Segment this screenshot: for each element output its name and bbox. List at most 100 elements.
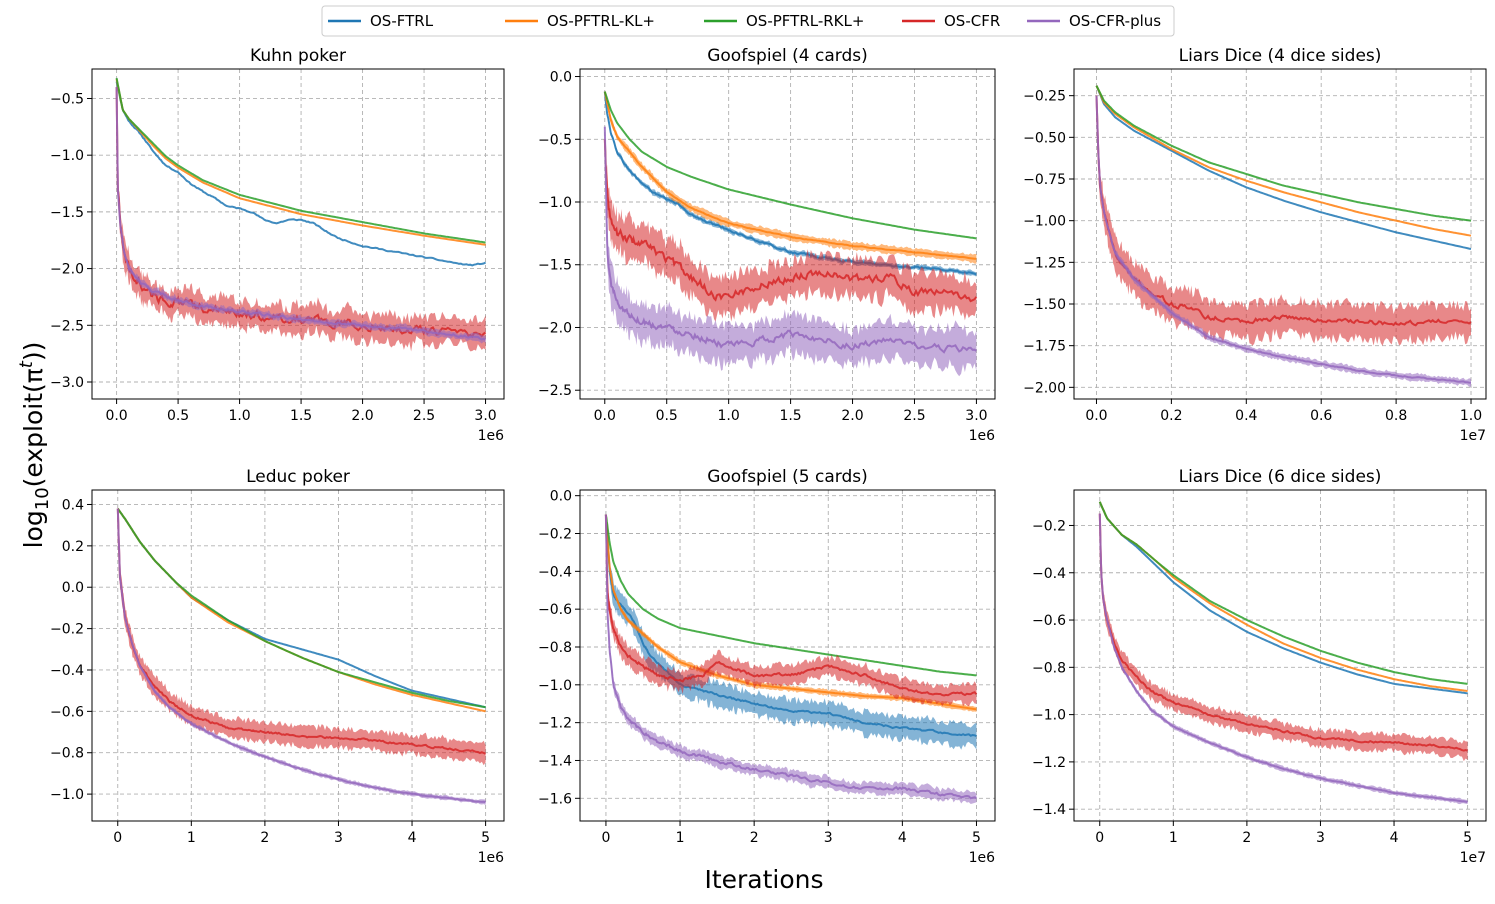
subplot-2: 0.0 0.5 1.0 1.5 2.0 2.5 3.0 0.0 −0.5 −1.0 −1.5 −2.0…: [538, 46, 996, 444]
x-tick-label-3: 2: [1242, 830, 1251, 846]
line-os-pftrl-rkl+: [116, 508, 486, 709]
x-tick-label-1: 0: [601, 830, 610, 846]
subplot-title: Leduc poker: [246, 467, 350, 487]
band-os-cfr: [1096, 89, 1471, 346]
subplot-title: Goofspiel (4 cards): [707, 46, 868, 66]
band-os-cfr-plus: [1099, 512, 1468, 805]
x-multiplier: 1e6: [969, 428, 996, 444]
y-tick-label-4: −0.6: [538, 602, 572, 618]
y-tick-label-5: −0.4: [50, 663, 84, 679]
y-tick-label-8: −1.0: [50, 787, 84, 803]
x-multiplier: 1e7: [1460, 428, 1486, 444]
subplot-title: Liars Dice (4 dice sides): [1179, 46, 1382, 66]
x-tick-label-1: 0.0: [105, 408, 127, 424]
subplot-4: 0 1 2 3 4 5 0.4 0.2 0.0 −0.2 −0.4 −0.6 −0.8 −1.0 1e6 Le…: [50, 467, 505, 866]
axes-frame: [91, 68, 505, 400]
x-tick-label-4: 1.5: [290, 408, 312, 424]
y-tick-label-6: −3.0: [50, 375, 84, 391]
x-tick-label-6: 5: [972, 830, 981, 846]
line-os-cfr: [1098, 513, 1468, 752]
grid: [92, 69, 504, 399]
y-tick-label-6: −2.5: [538, 383, 572, 399]
y-tick-label-5: −2.5: [50, 318, 84, 334]
x-tick-label-2: 1: [187, 830, 196, 846]
y-tick-label-2: −0.50: [1023, 130, 1066, 146]
y-tick-label-5: −2.0: [538, 320, 572, 336]
y-tick-label-7: −1.2: [538, 716, 572, 732]
y-axis-label: log10(exploit(πt)): [16, 342, 53, 549]
x-tick-label-5: 2.0: [351, 408, 373, 424]
x-tick-label-5: 4: [1390, 830, 1399, 846]
y-tick-label-4: −0.8: [1032, 660, 1066, 676]
x-tick-label-7: 3.0: [965, 408, 987, 424]
line-os-cfr-plus: [116, 508, 486, 804]
line-os-ftrl: [115, 81, 487, 267]
y-tick-label-6: −0.6: [50, 704, 84, 720]
band-os-cfr: [117, 506, 486, 766]
y-tick-label-1: 0.4: [62, 497, 84, 513]
line-os-cfr: [116, 508, 486, 755]
line-os-pftrl-rkl+: [115, 77, 486, 244]
y-tick-label-1: 0.0: [550, 489, 572, 505]
legend-label-3: OS-PFTRL-RKL+: [746, 12, 864, 30]
x-tick-label-1: 0: [1095, 830, 1104, 846]
x-tick-label-2: 1: [1169, 830, 1178, 846]
axes-frame: [1073, 489, 1487, 822]
y-tick-label-2: −0.5: [538, 132, 572, 148]
axes-frame: [579, 68, 996, 400]
legend-label-5: OS-CFR-plus: [1069, 12, 1161, 30]
legend-label-4: OS-CFR: [944, 12, 1000, 30]
y-tick-label-2: 0.2: [62, 539, 84, 555]
y-tick-label-2: −1.0: [50, 148, 84, 164]
y-tick-label-6: −1.2: [1032, 755, 1066, 771]
line-os-ftrl: [1095, 85, 1472, 250]
x-multiplier: 1e7: [1460, 850, 1486, 866]
subplot-title: Kuhn poker: [250, 46, 346, 66]
legend-label-2: OS-PFTRL-KL+: [547, 12, 655, 30]
y-tick-label-1: −0.5: [50, 91, 84, 107]
y-tick-label-3: −0.6: [1032, 613, 1066, 629]
x-tick-label-5: 4: [898, 830, 907, 846]
y-tick-label-1: 0.0: [550, 70, 572, 86]
x-tick-label-4: 3: [334, 830, 343, 846]
line-os-pftrl-rkl+: [1098, 501, 1468, 685]
x-tick-label-2: 0.2: [1160, 408, 1182, 424]
y-tick-label-7: −0.8: [50, 746, 84, 762]
line-os-cfr-plus: [603, 126, 977, 354]
y-tick-label-2: −0.2: [538, 527, 572, 543]
x-tick-label-1: 0.0: [594, 408, 616, 424]
y-tick-label-8: −2.00: [1023, 380, 1066, 396]
x-multiplier: 1e6: [478, 428, 505, 444]
x-tick-label-6: 1.0: [1460, 408, 1482, 424]
line-os-cfr-plus: [604, 514, 977, 800]
y-tick-label-7: −1.75: [1023, 339, 1066, 355]
line-os-ftrl: [1098, 501, 1468, 695]
y-tick-label-3: −1.5: [50, 205, 84, 221]
band-os-ftrl: [605, 511, 977, 750]
subplot-3: 0.0 0.2 0.4 0.6 0.8 1.0 −0.25 −0.50 −0.75 −1.00 −1…: [1023, 46, 1487, 444]
line-os-pftrl-kl+: [115, 79, 486, 246]
y-tick-label-3: −0.4: [538, 564, 572, 580]
x-tick-label-6: 5: [1463, 830, 1472, 846]
line-os-ftrl: [116, 508, 486, 709]
grid: [1074, 69, 1486, 399]
x-tick-label-3: 2: [260, 830, 269, 846]
x-tick-label-4: 3: [1316, 830, 1325, 846]
y-tick-label-6: −1.0: [538, 678, 572, 694]
x-tick-label-3: 1.0: [718, 408, 740, 424]
y-tick-label-5: −1.0: [1032, 708, 1066, 724]
x-tick-label-4: 1.5: [779, 408, 801, 424]
x-tick-label-6: 5: [481, 830, 490, 846]
x-tick-label-1: 0.0: [1085, 408, 1107, 424]
line-os-pftrl-rkl+: [603, 91, 977, 240]
x-tick-label-2: 0.5: [656, 408, 678, 424]
x-tick-label-5: 0.8: [1385, 408, 1407, 424]
x-tick-label-7: 3.0: [474, 408, 496, 424]
y-tick-label-6: −1.50: [1023, 297, 1066, 313]
y-tick-label-9: −1.6: [538, 791, 572, 807]
line-os-cfr: [604, 514, 978, 697]
band-os-cfr: [604, 133, 977, 322]
axes-frame: [1073, 68, 1487, 400]
x-multiplier: 1e6: [478, 850, 505, 866]
